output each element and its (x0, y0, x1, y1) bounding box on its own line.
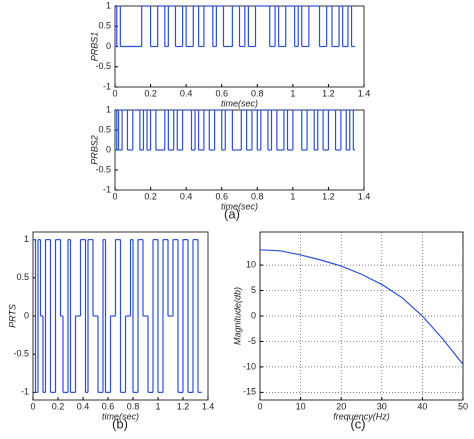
x-tick-label: 0.6 (215, 88, 228, 98)
x-tick-label: 0.4 (180, 88, 193, 98)
x-tick-label: 0 (30, 401, 35, 411)
axes-frame (259, 231, 464, 401)
y-tick-label: -1 (103, 184, 111, 194)
x-tick-label: 30 (377, 401, 387, 411)
y-tick-label: -1 (21, 387, 29, 397)
x-tick-label: 0.6 (215, 191, 228, 201)
x-tick-label: 0.2 (144, 191, 157, 201)
x-tick-label: 1.2 (322, 88, 335, 98)
panel-caption: (c) (350, 416, 365, 431)
y-tick-label: -0.5 (95, 164, 111, 174)
y-tick-label: 1 (106, 104, 111, 114)
x-axis-label: time(sec) (102, 411, 139, 421)
panel-caption: (b) (112, 416, 128, 431)
axes-frame (32, 231, 209, 401)
x-tick-label: 1 (290, 191, 295, 201)
y-axis-label: Magnitude(db) (232, 287, 242, 345)
x-tick-label: 0 (112, 88, 117, 98)
y-tick-label: 1 (106, 0, 111, 10)
y-tick-label: 0 (24, 310, 29, 320)
y-axis-label: PRBS2 (89, 135, 99, 165)
magnitude-line (259, 249, 464, 365)
y-tick-label: 0.5 (98, 21, 111, 31)
x-tick-label: 0.4 (180, 191, 193, 201)
panel-caption: (a) (224, 206, 240, 221)
x-tick-label: 1.4 (358, 191, 371, 201)
x-tick-label: 1.4 (358, 88, 371, 98)
x-tick-label: 1.2 (322, 191, 335, 201)
x-tick-label: 20 (336, 401, 346, 411)
y-tick-label: -15 (243, 387, 256, 397)
y-axis-label: PRBS1 (89, 32, 99, 62)
x-tick-label: 1.2 (177, 401, 190, 411)
x-tick-label: 0 (112, 191, 117, 201)
x-tick-label: 0.2 (52, 401, 65, 411)
x-tick-label: 1 (290, 88, 295, 98)
x-tick-label: 40 (417, 401, 427, 411)
x-tick-label: 0.8 (127, 401, 140, 411)
y-tick-label: -0.5 (95, 61, 111, 71)
y-tick-label: -1 (103, 81, 111, 91)
y-tick-label: 0.5 (98, 124, 111, 134)
y-tick-label: 0.5 (16, 272, 29, 282)
x-tick-label: 50 (458, 401, 468, 411)
x-tick-label: 1.4 (202, 401, 215, 411)
x-tick-label: 0.8 (251, 191, 264, 201)
x-tick-label: 10 (296, 401, 306, 411)
y-tick-label: 5 (251, 285, 256, 295)
x-tick-label: 1 (155, 401, 160, 411)
x-axis-label: frequency(Hz) (333, 411, 390, 421)
x-tick-label: 0.6 (102, 401, 115, 411)
y-tick-label: -10 (243, 361, 256, 371)
y-tick-label: 0 (251, 310, 256, 320)
y-axis-label: PRTS (7, 304, 17, 328)
x-tick-label: 0.2 (144, 88, 157, 98)
y-tick-label: 0 (106, 41, 111, 51)
y-tick-label: -0.5 (13, 349, 29, 359)
y-tick-label: 1 (24, 234, 29, 244)
x-axis-label: time(sec) (221, 201, 258, 211)
x-axis-label: time(sec) (221, 98, 258, 108)
x-tick-label: 0.8 (251, 88, 264, 98)
y-tick-label: 0 (106, 144, 111, 154)
y-tick-label: 10 (246, 259, 256, 269)
x-tick-label: 0 (257, 401, 262, 411)
x-tick-label: 0.4 (77, 401, 90, 411)
y-tick-label: -5 (248, 336, 256, 346)
